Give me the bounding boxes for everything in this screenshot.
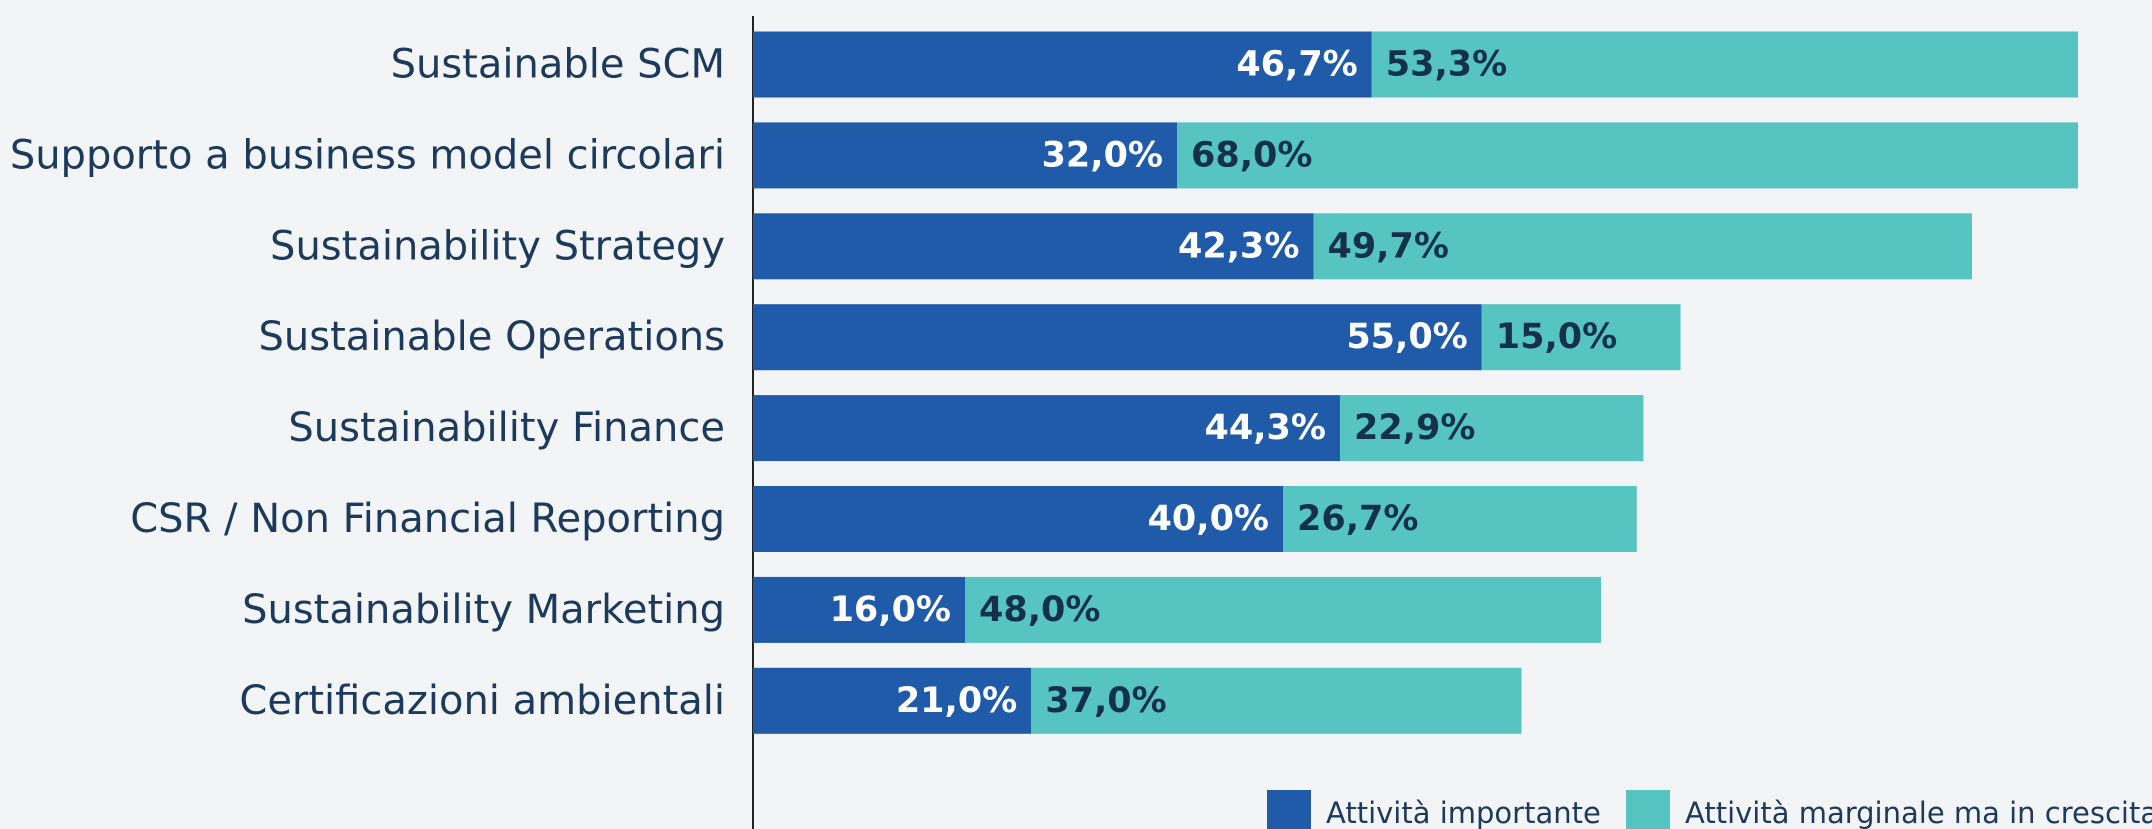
category-label: Sustainability Marketing	[242, 587, 725, 633]
category-label: Sustainable SCM	[391, 42, 725, 88]
bar-segment	[1313, 213, 1972, 280]
value-label: 40,0%	[1148, 499, 1269, 539]
legend-label: Attività marginale ma in crescita	[1685, 796, 2152, 829]
bar-segment	[1177, 122, 2078, 189]
bar-segment	[753, 576, 965, 643]
bar-segment	[1371, 31, 2078, 98]
legend-swatch	[1267, 790, 1311, 829]
bar-segment	[753, 213, 1314, 280]
value-label: 37,0%	[1045, 681, 1166, 721]
bar-segment	[1283, 486, 1637, 552]
bar-segment	[753, 395, 1340, 462]
value-label: 68,0%	[1191, 135, 1312, 175]
value-label: 15,0%	[1496, 317, 1617, 357]
bar-segment	[965, 576, 1601, 643]
legend-label: Attività importante	[1326, 796, 1601, 829]
category-label: Certificazioni ambientali	[239, 678, 725, 724]
bar-segment	[753, 667, 1032, 734]
value-label: 46,7%	[1236, 45, 1357, 85]
bar-segment	[753, 31, 1372, 98]
category-label: Sustainable Operations	[259, 314, 725, 360]
value-label: 53,3%	[1386, 45, 1507, 85]
bar-segment	[753, 122, 1177, 189]
value-label: 32,0%	[1042, 135, 1163, 175]
legend-swatch	[1626, 790, 1670, 829]
bar-segment	[1481, 304, 1681, 371]
bar-segment	[753, 304, 1482, 371]
category-label: CSR / Non Financial Reporting	[130, 496, 725, 542]
value-label: 22,9%	[1354, 408, 1475, 448]
value-label: 44,3%	[1205, 408, 1326, 448]
value-label: 26,7%	[1297, 499, 1418, 539]
bar-segment	[1339, 395, 1644, 462]
bar-segment	[1031, 667, 1522, 734]
bar-segment	[753, 486, 1283, 552]
value-label: 21,0%	[896, 681, 1017, 721]
value-label: 16,0%	[830, 590, 951, 630]
value-label: 55,0%	[1346, 317, 1467, 357]
category-label: Sustainability Finance	[288, 405, 725, 451]
value-label: 42,3%	[1178, 226, 1299, 266]
category-label: Sustainability Strategy	[270, 223, 725, 269]
value-label: 49,7%	[1327, 226, 1448, 266]
category-label: Supporto a business model circolari	[10, 132, 725, 178]
value-label: 48,0%	[979, 590, 1100, 630]
